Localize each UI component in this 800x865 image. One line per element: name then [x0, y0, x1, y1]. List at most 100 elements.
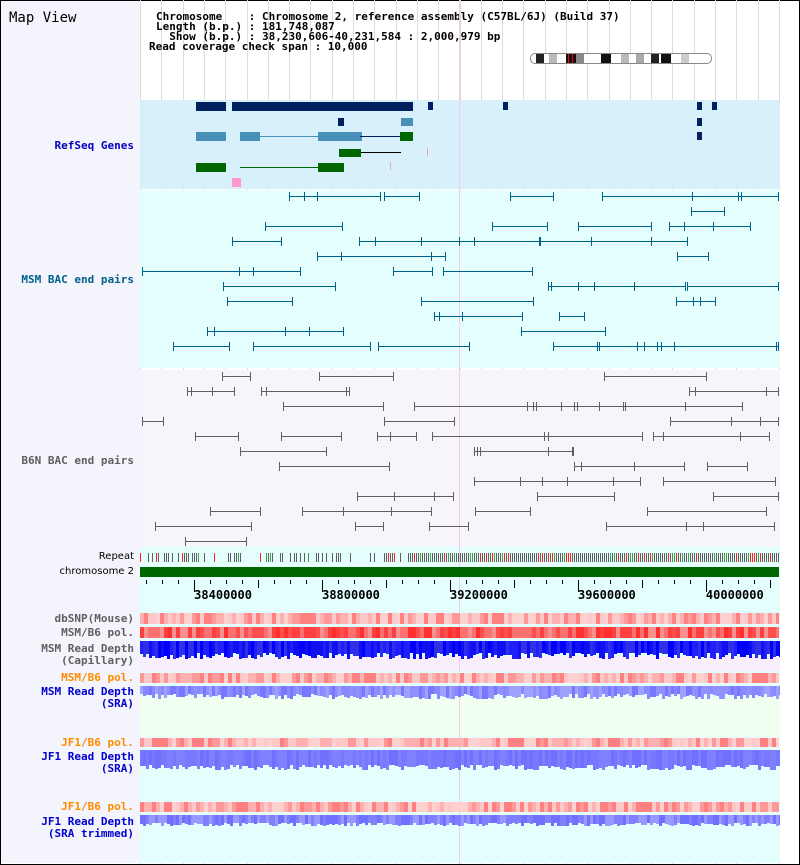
jf1-sra-depth [248, 750, 251, 768]
b6n-bac-pair-end [319, 372, 321, 381]
repeat-feature [758, 553, 759, 562]
jf1-pol-cell [612, 802, 616, 812]
jf1-pol-cell [200, 802, 204, 812]
msm-bac-pair-end [651, 237, 653, 246]
msm-capillary-depth [359, 641, 362, 659]
msm-pol-cell [240, 627, 244, 638]
repeat-feature [464, 553, 465, 562]
repeat-feature [614, 553, 615, 562]
msm-bac-pair-line [577, 226, 651, 227]
jf1-sra-depth [416, 750, 419, 766]
msm-pol-cell [484, 673, 488, 683]
msm-pol-cell [352, 627, 356, 638]
msm-sra-depth [218, 686, 221, 695]
jf1-pol-cell [304, 738, 308, 747]
msm-capillary-depth [530, 641, 533, 653]
jf1-sra-depth [566, 750, 569, 767]
msm-pol-cell [312, 673, 316, 683]
jf1-pol-cell [168, 738, 172, 747]
label-jf1-depth-sra: JF1 Read Depth (SRA) [41, 750, 134, 775]
msm-sra-depth [386, 686, 389, 698]
label-refseq[interactable]: RefSeq Genes [54, 139, 134, 152]
msm-sra-depth [494, 686, 497, 695]
msm-sra-depth [389, 686, 392, 695]
jf1-sra-depth [287, 750, 290, 769]
jf1-sra-depth [179, 750, 182, 765]
msm-pol-cell [716, 627, 720, 638]
repeat-feature [448, 553, 449, 562]
msm-capillary-depth [599, 641, 602, 658]
jf1-pol-cell [376, 738, 380, 747]
dbsnp-cell [280, 613, 284, 624]
repeat-feature [616, 553, 617, 562]
jf1-trim-depth [737, 815, 740, 823]
msm-bac-pair-end [715, 297, 717, 306]
msm-capillary-depth [545, 641, 548, 654]
msm-pol-cell [396, 627, 400, 638]
msm-pol-cell [628, 627, 632, 638]
msm-sra-depth [575, 686, 578, 694]
jf1-pol-cell [240, 802, 244, 812]
jf1-sra-depth [380, 750, 383, 769]
jf1-trim-depth [371, 815, 374, 825]
b6n-bac-pair-end [537, 492, 539, 501]
msm-bac-pair-end [141, 267, 143, 276]
dbsnp-cell [664, 613, 668, 624]
msm-sra-depth [512, 686, 515, 697]
msm-pol-cell [612, 627, 616, 638]
jf1-sra-depth [242, 750, 245, 766]
msm-sra-depth [536, 686, 539, 696]
msm-sra-depth [359, 686, 362, 699]
dbsnp-cell [688, 613, 692, 624]
jf1-sra-depth [737, 750, 740, 766]
jf1-sra-depth [677, 750, 680, 766]
jf1-pol-cell [740, 802, 744, 812]
label-msm-bac[interactable]: MSM BAC end pairs [21, 273, 134, 286]
msm-sra-depth [377, 686, 380, 695]
jf1-pol-cell [436, 738, 440, 747]
jf1-trim-depth [596, 815, 599, 824]
msm-sra-depth [458, 686, 461, 697]
repeat-feature [506, 553, 507, 562]
msm-capillary-depth [557, 641, 560, 654]
msm-sra-depth [464, 686, 467, 694]
dbsnp-cell [600, 613, 604, 624]
msm-sra-depth [392, 686, 395, 697]
dbsnp-cell [420, 613, 424, 624]
b6n-bac-pair-line [669, 421, 761, 422]
msm-sra-depth [395, 686, 398, 695]
msm-pol-cell [564, 627, 568, 638]
dbsnp-cell [772, 613, 776, 624]
msm-capillary-depth [353, 641, 356, 656]
dbsnp-cell [188, 613, 192, 624]
msm-capillary-depth [515, 641, 518, 659]
dbsnp-cell [760, 613, 764, 624]
jf1-sra-depth [578, 750, 581, 768]
jf1-pol-cell [564, 738, 568, 747]
msm-sra-depth [422, 686, 425, 698]
dbsnp-cell [568, 613, 572, 624]
msm-sra-depth [542, 686, 545, 699]
jf1-pol-cell [424, 738, 428, 747]
msm-pol-cell [472, 627, 476, 638]
msm-sra-depth [530, 686, 533, 697]
dbsnp-cell [208, 613, 212, 624]
msm-capillary-depth [713, 641, 716, 659]
msm-capillary-depth [386, 641, 389, 654]
repeat-feature [482, 553, 483, 562]
msm-sra-depth [215, 686, 218, 696]
jf1-trim-depth [185, 815, 188, 824]
msm-pol-cell [312, 627, 316, 638]
chromosome-ideogram[interactable] [530, 53, 712, 64]
jf1-pol-cell [696, 802, 700, 812]
label-b6n-bac[interactable]: B6N BAC end pairs [21, 454, 134, 467]
repeat-feature [188, 553, 189, 562]
msm-capillary-depth [512, 641, 515, 659]
b6n-bac-pair-line [624, 406, 742, 407]
repeat-feature [542, 553, 543, 562]
msm-pol-cell [256, 627, 260, 638]
repeat-feature [744, 553, 745, 562]
jf1-sra-depth [491, 750, 494, 766]
jf1-pol-cell [284, 738, 288, 747]
msm-pol-cell [224, 673, 228, 683]
